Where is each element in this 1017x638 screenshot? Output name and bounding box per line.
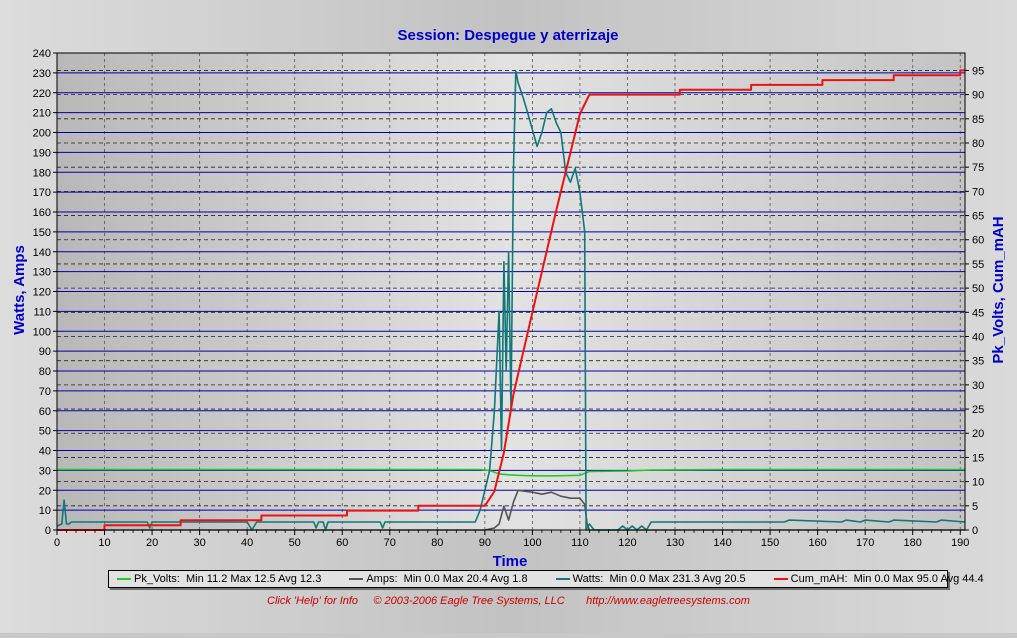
y-left-tick-label: 180 xyxy=(33,167,51,179)
y-left-tick-label: 30 xyxy=(39,465,51,477)
grid xyxy=(57,53,965,530)
footer-copyright: © 2003-2006 Eagle Tree Systems, LLC xyxy=(373,595,565,607)
y-right-tick-label: 0 xyxy=(972,525,978,537)
legend-series-stats: Min 11.2 Max 12.5 Avg 12.3 xyxy=(185,573,322,585)
y-right-tick-label: 35 xyxy=(972,356,984,368)
legend-series-stats: Min 0.0 Max 95.0 Avg 44.4 xyxy=(853,573,984,585)
x-tick-label: 50 xyxy=(289,537,301,549)
x-tick-label: 70 xyxy=(384,537,396,549)
y-left-tick-label: 120 xyxy=(33,287,51,299)
legend-series-stats: Min 0.0 Max 231.3 Avg 20.5 xyxy=(609,573,746,585)
x-tick-label: 130 xyxy=(666,537,684,549)
y-right-tick-label: 55 xyxy=(972,259,984,271)
y-left-tick-label: 80 xyxy=(39,366,51,378)
y-right-tick-label: 15 xyxy=(972,452,984,464)
y-left-tick-label: 0 xyxy=(45,525,51,537)
x-tick-label: 100 xyxy=(523,537,541,549)
footer-url: http://www.eagletreesystems.com xyxy=(586,595,750,607)
legend-item-cum-mah: Cum_mAH: Min 0.0 Max 95.0 Avg 44.4 xyxy=(773,573,984,585)
y-left-tick-label: 70 xyxy=(39,386,51,398)
y-right-tick-label: 5 xyxy=(972,501,978,513)
x-axis-label: Time xyxy=(493,553,528,570)
legend-series-stats: Min 0.0 Max 20.4 Avg 1.8 xyxy=(403,573,528,585)
y-left-tick-label: 140 xyxy=(33,247,51,259)
y-right-tick-label: 70 xyxy=(972,186,984,198)
legend-series-name: Watts: xyxy=(572,573,604,585)
y-left-tick-label: 100 xyxy=(33,326,51,338)
y-left-tick-label: 60 xyxy=(39,406,51,418)
y-left-tick-label: 130 xyxy=(33,267,51,279)
y-right-tick-label: 40 xyxy=(972,331,984,343)
legend-swatch xyxy=(555,578,570,580)
x-tick-label: 110 xyxy=(571,537,589,549)
series-line-amps xyxy=(57,489,965,531)
x-tick-label: 170 xyxy=(856,537,874,549)
y-left-tick-label: 20 xyxy=(39,485,51,497)
series-line-watts xyxy=(56,70,966,531)
footer: Click 'Help' for Info © 2003-2006 Eagle … xyxy=(0,595,1017,607)
legend-item-watts: Watts: Min 0.0 Max 231.3 Avg 20.5 xyxy=(555,573,746,585)
y-left-tick-label: 190 xyxy=(33,147,51,159)
x-tick-label: 40 xyxy=(241,537,253,549)
y-axis-label-right: Pk_Volts, Cum_mAH xyxy=(990,216,1007,363)
series-line-cum-mah xyxy=(57,69,965,531)
y-left-tick-label: 200 xyxy=(33,128,51,140)
y-left-tick-label: 160 xyxy=(33,207,51,219)
legend-item-amps: Amps: Min 0.0 Max 20.4 Avg 1.8 xyxy=(349,573,528,585)
series-line-pk-volts xyxy=(57,468,965,477)
legend-item-pk-volts: Pk_Volts: Min 11.2 Max 12.5 Avg 12.3 xyxy=(117,573,321,585)
legend-swatch xyxy=(349,578,364,580)
legend: Pk_Volts: Min 11.2 Max 12.5 Avg 12.3 Amp… xyxy=(108,570,984,588)
y-left-tick-label: 50 xyxy=(39,426,51,438)
x-tick-label: 90 xyxy=(479,537,491,549)
x-tick-label: 0 xyxy=(54,537,60,549)
y-right-tick-label: 95 xyxy=(972,65,984,77)
x-tick-label: 120 xyxy=(618,537,636,549)
y-right-tick-label: 60 xyxy=(972,235,984,247)
x-tick-label: 140 xyxy=(713,537,731,549)
y-right-tick-label: 75 xyxy=(972,162,984,174)
y-left-tick-label: 230 xyxy=(33,68,51,80)
y-left-tick-label: 220 xyxy=(33,88,51,100)
legend-swatch xyxy=(117,578,131,580)
x-tick-label: 80 xyxy=(431,537,443,549)
x-tick-label: 10 xyxy=(98,537,110,549)
x-tick-label: 180 xyxy=(904,537,922,549)
y-left-tick-label: 40 xyxy=(39,446,51,458)
y-left-tick-label: 90 xyxy=(39,346,51,358)
y-right-tick-label: 25 xyxy=(972,404,984,416)
chart-title: Session: Despegue y aterrizaje xyxy=(398,27,619,44)
legend-series-name: Pk_Volts: xyxy=(134,573,180,585)
y-right-tick-label: 10 xyxy=(972,477,984,489)
x-tick-label: 150 xyxy=(761,537,779,549)
x-tick-label: 20 xyxy=(146,537,158,549)
footer-help-text: Click 'Help' for Info xyxy=(267,595,359,607)
y-right-tick-label: 30 xyxy=(972,380,984,392)
y-right-tick-label: 80 xyxy=(972,138,984,150)
y-axis-label-left: Watts, Amps xyxy=(11,245,28,335)
x-tick-label: 160 xyxy=(808,537,826,549)
y-right-tick-label: 85 xyxy=(972,114,984,126)
y-right-tick-label: 45 xyxy=(972,307,984,319)
y-left-tick-label: 150 xyxy=(33,227,51,239)
y-left-tick-label: 10 xyxy=(39,505,51,517)
y-right-tick-label: 90 xyxy=(972,90,984,102)
y-left-tick-label: 210 xyxy=(33,108,51,120)
x-tick-label: 60 xyxy=(336,537,348,549)
legend-swatch xyxy=(773,578,788,580)
y-right-tick-label: 65 xyxy=(972,211,984,223)
y-left-tick-label: 240 xyxy=(33,48,51,60)
y-right-tick-label: 20 xyxy=(972,428,984,440)
x-tick-label: 190 xyxy=(951,537,969,549)
legend-series-name: Cum_mAH: xyxy=(790,573,848,585)
x-tick-label: 30 xyxy=(193,537,205,549)
y-left-tick-label: 170 xyxy=(33,187,51,199)
axes: 0 10 20 30 40 50 60 70 80 90 100 110 120 130 140 150 160… xyxy=(33,48,985,549)
y-right-tick-label: 50 xyxy=(972,283,984,295)
y-left-tick-label: 110 xyxy=(33,306,51,318)
legend-series-name: Amps: xyxy=(366,573,398,585)
series-layer xyxy=(56,69,966,531)
